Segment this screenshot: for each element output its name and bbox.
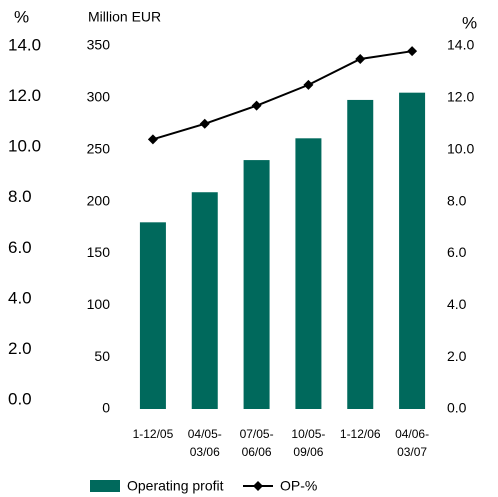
- y-tick-label: 50: [94, 348, 110, 364]
- left-tick-label: 14.0: [8, 35, 41, 54]
- y-tick-label: 150: [87, 244, 111, 260]
- line-marker: [199, 118, 210, 129]
- y-tick-label: 350: [87, 37, 111, 53]
- bar: [243, 160, 270, 409]
- bar: [347, 99, 374, 409]
- y2-tick-label: 4.0: [447, 296, 467, 312]
- x-tick-label: 09/06: [293, 445, 323, 459]
- left-axis-label: %: [14, 7, 29, 26]
- left-tick-label: 0.0: [8, 389, 32, 408]
- y2-tick-label: 12.0: [447, 89, 474, 105]
- x-tick-label: 04/05-: [188, 427, 222, 441]
- x-tick-label: 03/06: [190, 445, 220, 459]
- left-tick-label: 10.0: [8, 137, 41, 156]
- line-marker: [251, 100, 262, 111]
- line-marker: [355, 53, 366, 64]
- y-tick-label: 200: [87, 192, 111, 208]
- legend-label: OP-%: [280, 478, 317, 494]
- x-tick-label: 04/06-: [395, 427, 429, 441]
- x-tick-label: 07/05-: [240, 427, 274, 441]
- y2-tick-label: 8.0: [447, 192, 467, 208]
- y-tick-label: 0: [102, 400, 110, 416]
- y2-tick-label: 14.0: [447, 37, 474, 53]
- y2-tick-label: 10.0: [447, 140, 474, 156]
- left-tick-label: 6.0: [8, 238, 32, 257]
- left-tick-label: 8.0: [8, 187, 32, 206]
- legend-label: Operating profit: [127, 478, 224, 494]
- line-marker: [407, 46, 418, 57]
- bar: [399, 92, 426, 410]
- bar: [295, 138, 322, 409]
- x-tick-label: 10/05-: [291, 427, 325, 441]
- legend-swatch: [90, 480, 120, 492]
- y2-tick-label: 2.0: [447, 348, 467, 364]
- y2-tick-label: 0.0: [447, 400, 467, 416]
- legend-marker: [253, 481, 263, 491]
- x-tick-label: 06/06: [242, 445, 272, 459]
- x-tick-label: 1-12/05: [133, 427, 174, 441]
- bar: [139, 222, 166, 409]
- line-marker: [303, 79, 314, 90]
- line: [152, 50, 413, 141]
- x-tick-label: 1-12/06: [340, 427, 381, 441]
- y-axis-label: Million EUR: [88, 9, 161, 25]
- y-tick-label: 100: [87, 296, 111, 312]
- bar: [191, 192, 218, 409]
- y-tick-label: 300: [87, 89, 111, 105]
- y2-tick-label: 6.0: [447, 244, 467, 260]
- line-marker: [147, 134, 158, 145]
- left-tick-label: 12.0: [8, 86, 41, 105]
- right-axis-label: %: [462, 13, 477, 32]
- left-tick-label: 2.0: [8, 339, 32, 358]
- x-tick-label: 03/07: [397, 445, 427, 459]
- y-tick-label: 250: [87, 140, 111, 156]
- left-tick-label: 4.0: [8, 288, 32, 307]
